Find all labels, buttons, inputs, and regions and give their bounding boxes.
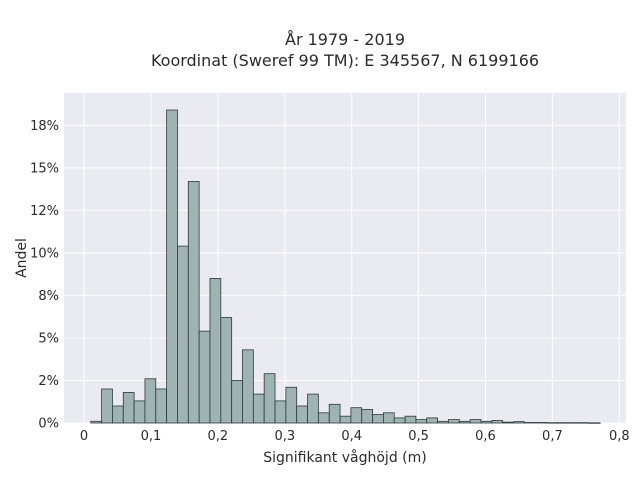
y-axis-label: Andel	[14, 238, 30, 278]
histogram-bar	[133, 400, 146, 424]
histogram-bar	[361, 408, 373, 424]
histogram-bar	[567, 422, 579, 424]
histogram-bar	[502, 421, 514, 424]
histogram-bar	[220, 317, 233, 424]
x-tick-label: 0,4	[341, 429, 362, 444]
histogram-bar	[448, 419, 460, 424]
histogram-bar	[209, 278, 222, 424]
x-tick-label: 0,7	[542, 429, 563, 444]
histogram-bar	[458, 420, 471, 424]
histogram-bar	[415, 419, 428, 424]
x-tick-label: 0,6	[475, 429, 496, 444]
histogram-bar	[252, 393, 265, 424]
plot-area	[64, 93, 626, 423]
histogram-bar	[513, 421, 525, 424]
grid-layer	[64, 93, 626, 424]
histogram-bar	[112, 405, 124, 424]
y-tick-labels: 0% 2% 5% 8% 10% 12% 15% 18%	[30, 119, 59, 432]
y-tick-label: 12%	[30, 204, 59, 219]
histogram-bar	[556, 422, 569, 424]
histogram-bar	[187, 181, 200, 424]
histogram-bar	[534, 422, 547, 424]
histogram-bar	[166, 109, 178, 424]
histogram-bar	[350, 407, 363, 424]
x-axis-label: Signifikant våghöjd (m)	[263, 449, 426, 466]
histogram-bar	[307, 393, 319, 424]
histogram-bar	[242, 349, 254, 424]
histogram-bar	[144, 378, 157, 424]
histogram-bar	[393, 417, 406, 424]
histogram-bar	[469, 419, 482, 424]
histogram-bar	[122, 391, 135, 424]
histogram-bar	[296, 405, 308, 424]
histogram-bar	[339, 415, 352, 424]
x-tick-labels: 0 0,1 0,2 0,3 0,4 0,5 0,6 0,7 0,8	[80, 429, 630, 444]
histogram-bar	[578, 422, 590, 424]
chart-title: År 1979 - 2019	[285, 30, 405, 49]
x-tick-label: 0,2	[208, 429, 229, 444]
y-tick-label: 18%	[30, 119, 59, 134]
histogram-bar	[523, 422, 536, 424]
y-tick-label: 15%	[30, 161, 59, 176]
histogram-bar	[231, 380, 243, 424]
histogram-bar	[404, 415, 417, 424]
y-tick-label: 0%	[38, 417, 59, 432]
histogram-bar	[328, 403, 341, 424]
y-tick-label: 10%	[30, 246, 59, 261]
histogram-bar	[426, 417, 438, 424]
x-tick-label: 0,1	[141, 429, 162, 444]
histogram-bar	[90, 420, 103, 424]
histogram-bar	[263, 373, 276, 424]
histogram-bar	[372, 414, 384, 424]
histogram-bar	[480, 420, 493, 424]
histogram-bar	[383, 412, 395, 424]
histogram-bar	[274, 400, 287, 424]
x-tick-label: 0,3	[274, 429, 295, 444]
histogram-bar	[317, 412, 330, 424]
histogram-bar	[491, 420, 504, 424]
histogram-bar	[588, 422, 601, 424]
histogram-bar	[155, 388, 168, 424]
y-tick-label: 5%	[38, 331, 59, 346]
histogram-bar	[198, 330, 211, 424]
chart-subtitle: Koordinat (Sweref 99 TM): E 345567, N 61…	[151, 51, 539, 70]
x-tick-label: 0,8	[609, 429, 630, 444]
histogram-bar	[101, 388, 113, 424]
histogram-bar	[177, 245, 189, 424]
histogram-bar	[285, 386, 298, 424]
bars-layer	[90, 109, 601, 424]
histogram-bar	[437, 420, 449, 424]
x-tick-label: 0,5	[408, 429, 429, 444]
histogram-bar	[545, 422, 558, 424]
y-tick-label: 8%	[38, 289, 59, 304]
x-tick-label: 0	[80, 429, 88, 444]
y-tick-label: 2%	[38, 374, 59, 389]
